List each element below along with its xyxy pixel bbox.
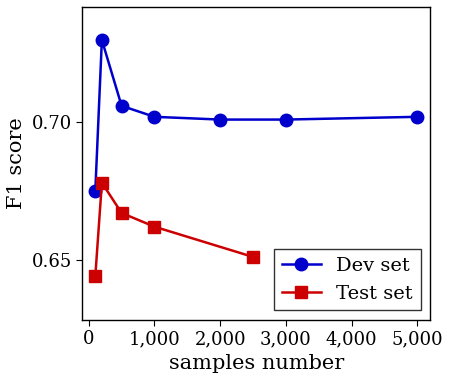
Y-axis label: F1 score: F1 score [7, 118, 26, 209]
Test set [99, 180, 104, 185]
Dev set [152, 114, 157, 119]
Dev set [93, 189, 98, 193]
Dev set [217, 117, 223, 122]
Dev set [99, 38, 104, 42]
Dev set [414, 114, 420, 119]
Line: Test set: Test set [89, 176, 259, 282]
Test set [250, 255, 256, 259]
Test set [119, 211, 124, 215]
Legend: Dev set, Test set: Dev set, Test set [274, 249, 421, 310]
Line: Dev set: Dev set [89, 34, 423, 197]
X-axis label: samples number: samples number [169, 354, 344, 373]
Test set [152, 225, 157, 229]
Dev set [119, 104, 124, 108]
Test set [93, 274, 98, 279]
Dev set [283, 117, 288, 122]
